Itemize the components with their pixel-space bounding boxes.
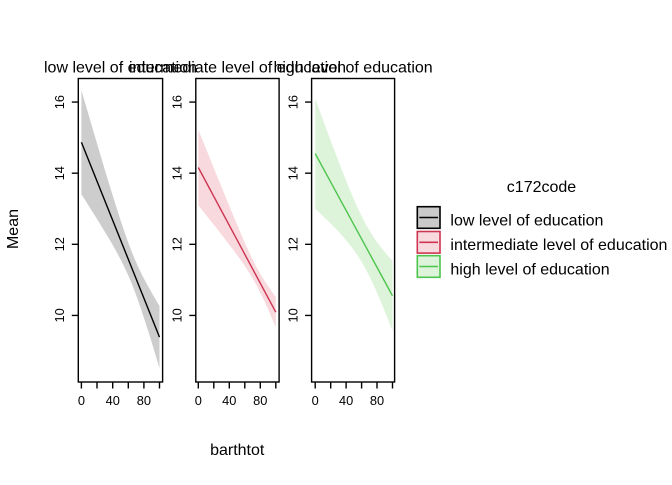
svg-text:14: 14 bbox=[52, 166, 67, 180]
svg-text:high level of education: high level of education bbox=[273, 60, 432, 77]
svg-text:0: 0 bbox=[195, 393, 202, 408]
svg-text:0: 0 bbox=[312, 393, 319, 408]
svg-text:14: 14 bbox=[285, 166, 300, 180]
svg-text:10: 10 bbox=[170, 308, 185, 322]
svg-text:80: 80 bbox=[137, 393, 151, 408]
svg-text:40: 40 bbox=[339, 393, 353, 408]
svg-text:c172code: c172code bbox=[507, 179, 576, 196]
svg-text:12: 12 bbox=[285, 237, 300, 251]
svg-text:16: 16 bbox=[285, 95, 300, 109]
svg-text:10: 10 bbox=[285, 308, 300, 322]
svg-text:40: 40 bbox=[222, 393, 236, 408]
svg-text:0: 0 bbox=[78, 393, 85, 408]
svg-text:40: 40 bbox=[106, 393, 120, 408]
svg-text:barthtot: barthtot bbox=[210, 442, 265, 459]
svg-text:low level of education: low level of education bbox=[450, 212, 603, 229]
svg-text:16: 16 bbox=[52, 95, 67, 109]
svg-text:80: 80 bbox=[253, 393, 267, 408]
svg-text:Mean: Mean bbox=[5, 209, 22, 249]
svg-text:80: 80 bbox=[370, 393, 384, 408]
svg-text:14: 14 bbox=[170, 166, 185, 180]
svg-text:16: 16 bbox=[170, 95, 185, 109]
svg-text:intermediate level of educatio: intermediate level of education bbox=[129, 60, 346, 77]
svg-text:12: 12 bbox=[170, 237, 185, 251]
svg-text:10: 10 bbox=[52, 308, 67, 322]
svg-text:low level of education: low level of education bbox=[44, 60, 197, 77]
svg-text:12: 12 bbox=[52, 237, 67, 251]
svg-text:intermediate level of educatio: intermediate level of education bbox=[450, 237, 667, 254]
svg-text:high level of education: high level of education bbox=[450, 261, 609, 278]
